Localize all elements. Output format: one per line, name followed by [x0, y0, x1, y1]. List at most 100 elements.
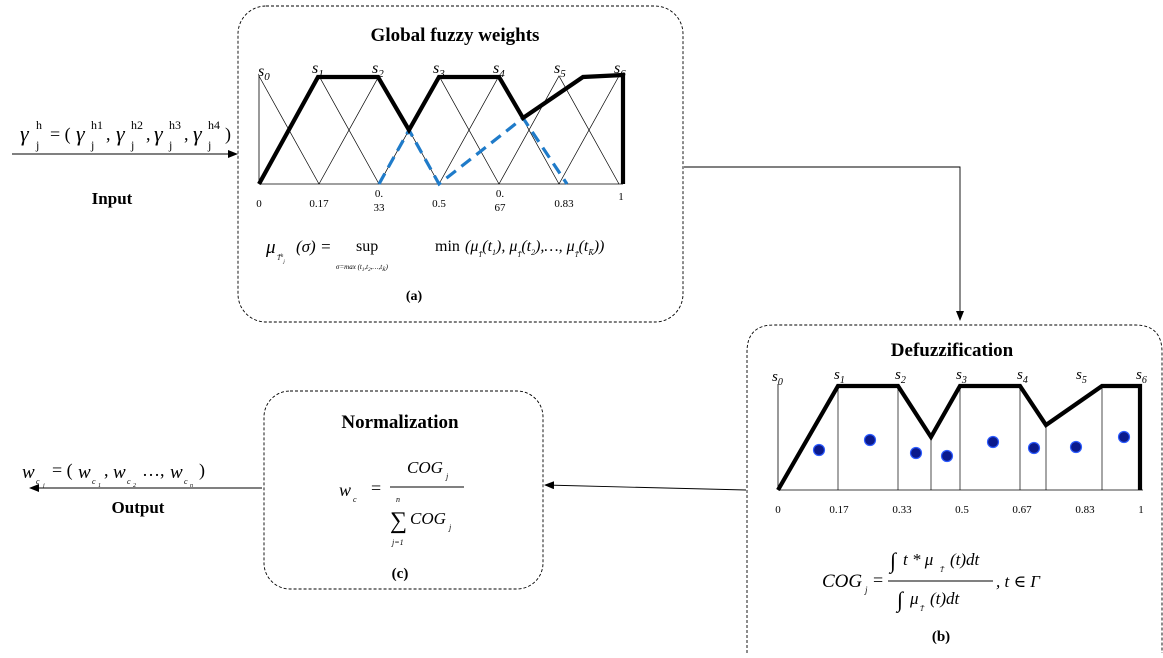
formula-a-mu: μ — [265, 237, 276, 258]
svg-text:γ: γ — [116, 121, 126, 146]
svg-text:j: j — [42, 483, 45, 489]
panel-a-tick-labels: 0 0.17 0. 33 0.5 0. 67 0.83 1 — [256, 188, 624, 214]
svg-text:h1: h1 — [91, 118, 103, 132]
svg-text:w: w — [170, 462, 183, 483]
panel-b-term-labels: s0 s1 s2 s3 s4 s5 s6 — [772, 367, 1147, 388]
svg-text:T̃hj: T̃hj — [277, 254, 285, 265]
term-s1: s1 — [312, 60, 324, 80]
svg-text:0.5: 0.5 — [955, 504, 969, 516]
panel-b-formula: COG j = ∫ t * μ T̃ (t)dt ∫ μ T̃ (t)dt , … — [822, 548, 1041, 613]
svg-text:2: 2 — [133, 483, 136, 489]
term-s3: s3 — [433, 60, 445, 80]
svg-text:s2: s2 — [895, 367, 906, 386]
svg-text:s0: s0 — [772, 369, 783, 388]
tri-s6 — [558, 75, 620, 185]
centroid-dot — [1117, 430, 1131, 444]
svg-text:=: = — [371, 478, 381, 498]
svg-text:j: j — [130, 138, 134, 152]
svg-text:…,: …, — [142, 460, 165, 480]
svg-text:,: , — [184, 124, 189, 144]
svg-text:0.67: 0.67 — [1012, 504, 1032, 516]
centroid-dot — [1027, 441, 1041, 455]
svg-text:n: n — [190, 483, 193, 489]
formula-a-arg: (σ) = — [296, 237, 331, 256]
panel-c-title: Normalization — [341, 412, 459, 433]
svg-text:s3: s3 — [956, 367, 967, 386]
svg-text:1: 1 — [1138, 504, 1144, 516]
svg-text:s4: s4 — [1017, 367, 1028, 386]
centroid-dot — [909, 446, 923, 460]
arrow-a-to-b — [684, 166, 964, 321]
svg-text:): ) — [199, 460, 205, 481]
svg-text:n: n — [396, 495, 400, 504]
svg-text:0.17: 0.17 — [829, 504, 849, 516]
formula-a-rest: (μT̃(t1), μT̃(t2),…, μT̃(tK̄)) — [465, 238, 604, 259]
panel-b-aggregate-curve — [776, 383, 1143, 492]
arrow-b-to-c — [544, 481, 747, 491]
svg-text:∫: ∫ — [888, 548, 898, 574]
svg-text:c: c — [353, 495, 357, 504]
svg-text:∑: ∑ — [390, 508, 407, 534]
panel-c-caption: (c) — [392, 566, 409, 582]
svg-text:γ: γ — [76, 121, 86, 146]
svg-text:h4: h4 — [208, 118, 220, 132]
svg-text:w: w — [339, 480, 351, 500]
tri-s5 — [498, 75, 620, 185]
tick-a-1: 1 — [618, 191, 624, 203]
tick-a-017: 0.17 — [309, 198, 329, 210]
svg-text:0: 0 — [775, 504, 781, 516]
svg-text:γ: γ — [193, 121, 203, 146]
tick-a-05: 0.5 — [432, 198, 446, 210]
svg-text:c: c — [184, 477, 188, 486]
svg-text:μ: μ — [909, 589, 919, 608]
svg-text:T̃: T̃ — [920, 605, 925, 613]
formula-a-min: min — [435, 238, 460, 255]
svg-text:j: j — [448, 523, 452, 532]
formula-a-sup: sup — [356, 238, 378, 255]
svg-text:j: j — [35, 138, 39, 152]
svg-text:j: j — [168, 138, 172, 152]
svg-text:j: j — [864, 585, 868, 595]
svg-text:0.33: 0.33 — [892, 504, 912, 516]
centroid-dot — [1069, 440, 1083, 454]
tri-s1 — [258, 75, 380, 185]
svg-text:, t ∈ Γ: , t ∈ Γ — [996, 572, 1041, 591]
panel-b-box — [746, 324, 1163, 653]
panel-b-caption: (b) — [932, 629, 950, 645]
svg-text:j: j — [445, 472, 449, 481]
tri-s4 — [438, 75, 560, 185]
svg-text:s6: s6 — [1136, 367, 1147, 386]
svg-text:h2: h2 — [131, 118, 143, 132]
svg-text:COG: COG — [410, 509, 446, 528]
svg-text:j: j — [90, 138, 94, 152]
tick-a-083: 0.83 — [554, 198, 574, 210]
output-label: Output — [112, 498, 165, 517]
panel-a-plot — [257, 72, 626, 187]
svg-text:,: , — [146, 124, 151, 144]
svg-text:t * μ: t * μ — [903, 550, 933, 569]
svg-text:= (: = ( — [52, 460, 73, 481]
panel-a-dashed-curve — [377, 115, 569, 187]
svg-text:γ: γ — [154, 121, 164, 146]
svg-text:j=1: j=1 — [391, 538, 404, 547]
svg-text:): ) — [225, 124, 231, 145]
input-formula: γ h j = ( γ h1 j , γ h2 j , γ h3 j , γ h… — [20, 118, 231, 152]
svg-text:,: , — [106, 124, 111, 144]
centroid-dot — [863, 433, 877, 447]
panel-a-caption: (a) — [406, 289, 423, 304]
panel-a-aggregate-curve — [257, 72, 626, 186]
svg-text:γ: γ — [20, 121, 30, 146]
svg-text:=: = — [873, 570, 883, 590]
svg-text:j: j — [207, 138, 211, 152]
panel-c-box — [263, 390, 544, 590]
panel-b-title: Defuzzification — [891, 340, 1014, 361]
formula-a-sup-sub: σ=max (t1,t2,…,tK̄) — [336, 263, 389, 273]
centroid-dot — [940, 449, 954, 463]
svg-text:1: 1 — [98, 483, 101, 489]
panel-b-tick-labels: 0 0.17 0.33 0.5 0.67 0.83 1 — [775, 504, 1144, 516]
svg-text:w: w — [22, 462, 35, 483]
svg-text:c: c — [127, 477, 131, 486]
term-s5: s5 — [554, 60, 566, 80]
tick-a-0: 0 — [256, 198, 262, 210]
